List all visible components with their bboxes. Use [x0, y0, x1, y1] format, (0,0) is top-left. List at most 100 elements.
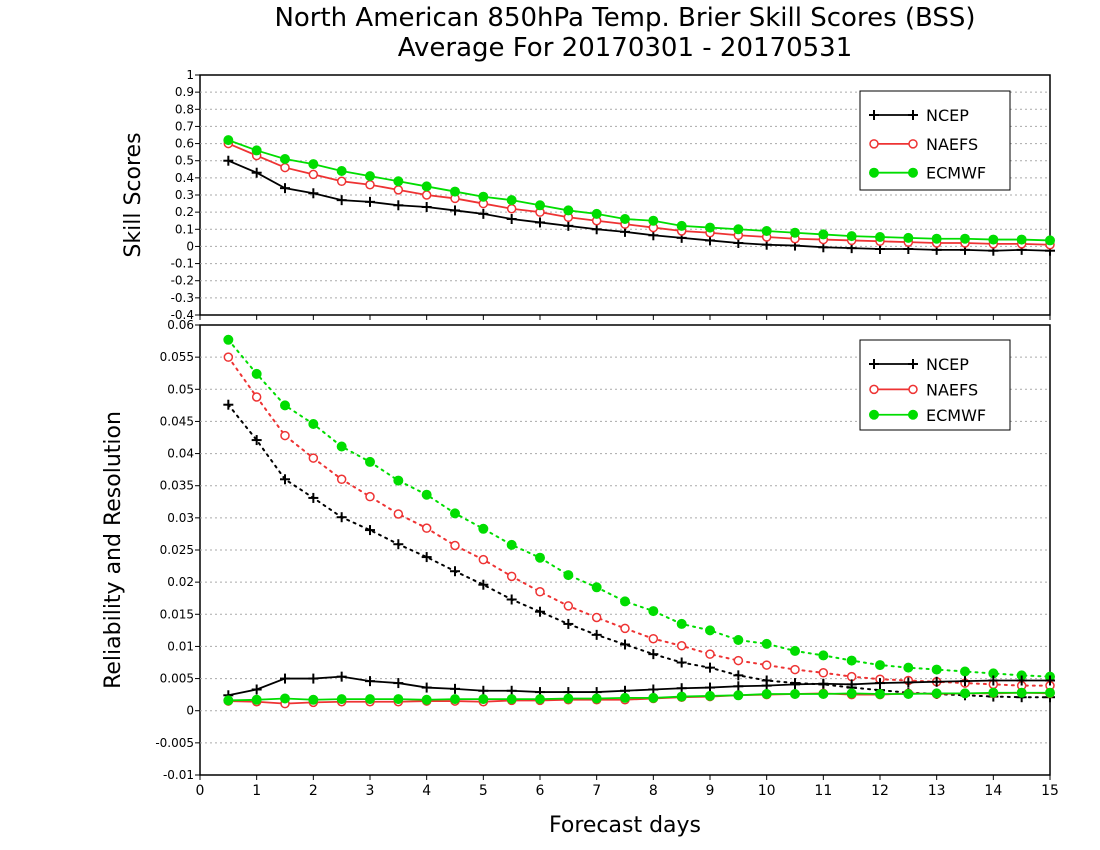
y-tick-label: 0.025: [160, 543, 194, 557]
data-point: [421, 181, 432, 192]
data-point: [308, 694, 319, 705]
data-point: [421, 523, 432, 533]
y-tick-label: 1: [186, 68, 194, 82]
data-point: [620, 623, 630, 634]
y-tick-label: -0.01: [163, 768, 194, 782]
data-point: [365, 491, 375, 502]
legend-entry-ecmwf: ECMWF: [869, 406, 986, 425]
x-tick-label: 11: [814, 783, 832, 799]
data-point: [563, 205, 574, 216]
legend-marker: [908, 409, 918, 420]
y-tick-label: 0.3: [175, 188, 194, 202]
data-point: [365, 179, 375, 190]
data-point: [705, 625, 715, 636]
series-ecmwf-reliability: [223, 687, 1055, 706]
data-point: [535, 200, 545, 211]
y-tick-label: -0.4: [171, 308, 194, 322]
x-axis-title: Forecast days: [549, 813, 701, 838]
data-point: [280, 162, 290, 173]
x-tick-label: 14: [984, 783, 1002, 799]
data-point: [421, 489, 432, 500]
legend-entry-ecmwf: ECMWF: [869, 164, 986, 183]
data-point: [450, 508, 460, 519]
data-point: [336, 474, 347, 485]
y-tick-label: -0.2: [171, 274, 194, 288]
data-point: [931, 664, 942, 675]
data-point: [676, 691, 687, 702]
legend-marker: [869, 384, 879, 395]
legend-entry-naefs: NAEFS: [869, 380, 978, 399]
data-point: [676, 618, 687, 629]
data-point: [960, 233, 970, 244]
data-point: [846, 231, 857, 242]
data-point: [988, 234, 999, 245]
series-naefs: [223, 138, 1055, 250]
data-point: [705, 222, 715, 233]
data-point: [676, 641, 687, 651]
series-naefs-resolution: [223, 352, 1055, 691]
y-tick-label: 0.9: [175, 85, 194, 99]
y-tick-label: -0.3: [171, 291, 194, 305]
data-point: [790, 689, 800, 699]
y-tick-label: 0.06: [167, 318, 194, 332]
data-point: [506, 694, 517, 705]
data-point: [903, 689, 914, 699]
legend: NCEP NAEFS ECMWF: [859, 339, 1011, 431]
data-point: [761, 689, 772, 699]
data-point: [251, 694, 262, 705]
data-point: [393, 694, 404, 705]
data-point: [676, 220, 687, 231]
data-point: [648, 215, 659, 226]
data-point: [563, 693, 574, 704]
x-tick-label: 9: [706, 783, 715, 799]
legend-entry-ncep: NCEP: [869, 106, 969, 125]
data-point: [535, 694, 545, 705]
data-point: [421, 694, 432, 705]
data-point: [960, 666, 970, 677]
data-point: [761, 226, 772, 236]
data-point: [535, 552, 545, 563]
data-point: [421, 190, 432, 200]
data-point: [1045, 235, 1055, 246]
data-point: [1016, 234, 1027, 245]
series-ecmwf: [223, 135, 1055, 246]
data-point: [336, 176, 347, 187]
data-point: [931, 233, 942, 244]
data-point: [251, 145, 262, 156]
legend-label: ECMWF: [926, 406, 986, 425]
data-point: [591, 693, 602, 704]
y-tick-label: 0.6: [175, 137, 194, 151]
data-point: [280, 430, 290, 441]
data-point: [251, 392, 262, 402]
y-tick-label: 0.045: [160, 414, 194, 428]
data-point: [591, 582, 602, 593]
legend-marker: [869, 409, 879, 420]
data-point: [846, 655, 857, 666]
data-point: [1016, 687, 1027, 698]
data-point: [705, 690, 715, 701]
data-point: [563, 570, 574, 581]
data-point: [506, 571, 517, 582]
data-point: [846, 688, 857, 699]
legend-label: NAEFS: [926, 135, 978, 154]
y-tick-label: 0.02: [167, 575, 194, 589]
y-tick-label: -0.005: [155, 736, 194, 750]
y-tick-label: 0.005: [160, 672, 194, 686]
data-point: [875, 232, 885, 242]
data-point: [931, 688, 942, 699]
data-point: [393, 176, 404, 187]
data-point: [478, 554, 489, 565]
y-tick-label: -0.1: [171, 257, 194, 271]
data-point: [620, 214, 630, 224]
data-point: [251, 368, 262, 379]
data-point: [903, 662, 914, 673]
data-point: [648, 606, 659, 617]
data-point: [705, 649, 715, 659]
data-point: [818, 650, 829, 661]
data-point: [875, 660, 885, 671]
x-tick-label: 5: [479, 783, 488, 799]
data-point: [308, 169, 319, 180]
data-point: [223, 352, 234, 362]
data-point: [506, 195, 517, 206]
data-point: [506, 203, 517, 214]
